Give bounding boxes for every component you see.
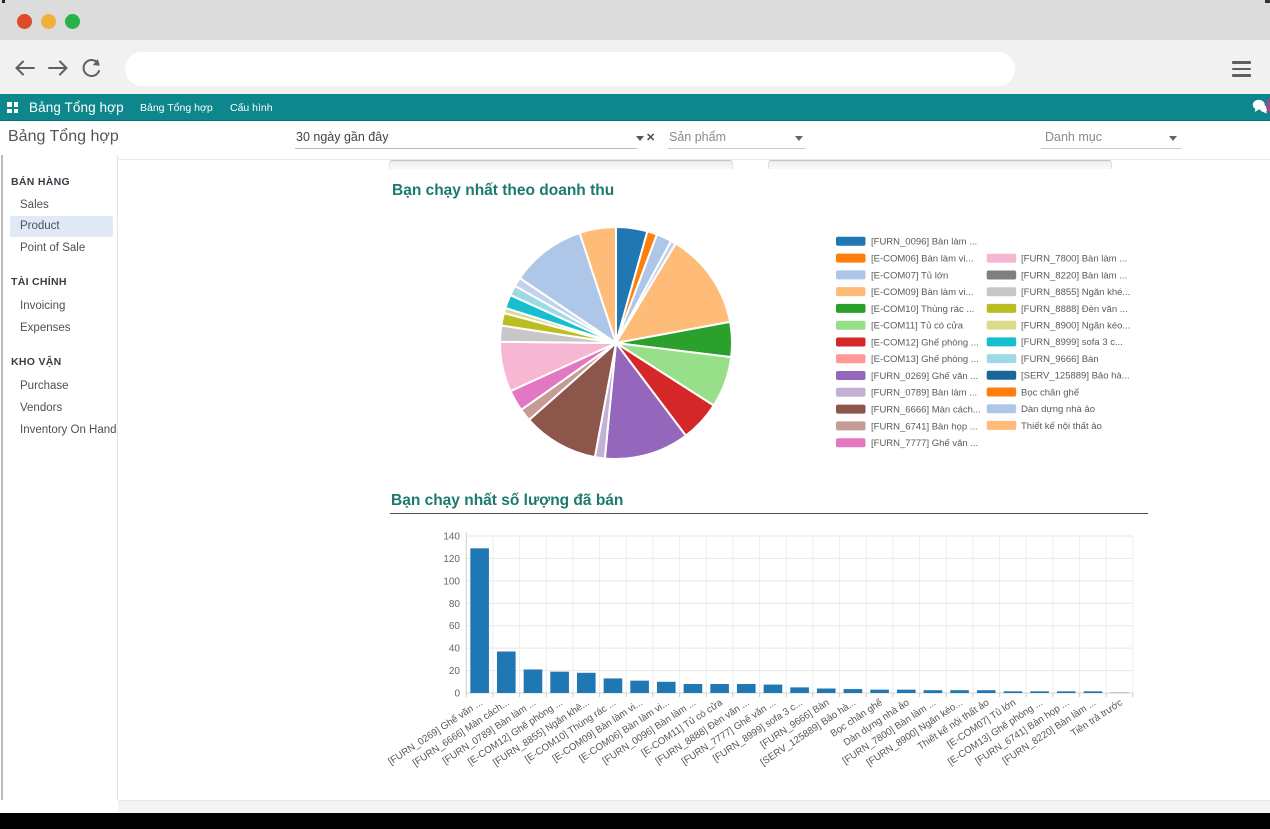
svg-text:[FURN_8900] Ngăn kéo...: [FURN_8900] Ngăn kéo... bbox=[1021, 321, 1130, 332]
svg-text:[SERV_125889] Bảo hà...: [SERV_125889] Bảo hà... bbox=[1021, 371, 1130, 382]
svg-text:[FURN_8855] Ngăn khé...: [FURN_8855] Ngăn khé... bbox=[1021, 287, 1130, 298]
svg-text:[FURN_0269] Ghế văn ...: [FURN_0269] Ghế văn ... bbox=[871, 371, 978, 382]
svg-text:40: 40 bbox=[449, 644, 461, 655]
svg-text:20: 20 bbox=[449, 666, 461, 677]
svg-text:[E-COM10] Thùng rác ...: [E-COM10] Thùng rác ... bbox=[871, 304, 974, 315]
svg-text:140: 140 bbox=[443, 532, 460, 543]
svg-text:0: 0 bbox=[454, 689, 460, 700]
svg-text:[FURN_6741] Bàn họp ...: [FURN_6741] Bàn họp ... bbox=[871, 421, 978, 432]
svg-text:Bọc chân ghế: Bọc chân ghế bbox=[1021, 387, 1080, 398]
svg-text:[FURN_9666] Bàn: [FURN_9666] Bàn bbox=[1021, 354, 1099, 365]
svg-text:120: 120 bbox=[443, 554, 460, 565]
svg-text:[FURN_0096] Bàn làm ...: [FURN_0096] Bàn làm ... bbox=[871, 237, 977, 248]
svg-text:Thiết kế nội thất ảo: Thiết kế nội thất ảo bbox=[1021, 421, 1102, 432]
svg-text:[E-COM09] Bàn làm vi...: [E-COM09] Bàn làm vi... bbox=[871, 287, 973, 298]
svg-text:Dàn dựng nhà ảo: Dàn dựng nhà ảo bbox=[1021, 404, 1095, 415]
svg-text:[E-COM13] Ghế phòng ...: [E-COM13] Ghế phòng ... bbox=[871, 354, 979, 365]
svg-text:[FURN_8999] sofa 3 c...: [FURN_8999] sofa 3 c... bbox=[1021, 337, 1123, 348]
svg-text:80: 80 bbox=[449, 599, 461, 610]
svg-text:[E-COM07] Tủ lớn: [E-COM07] Tủ lớn bbox=[871, 270, 948, 281]
svg-text:[FURN_8888] Đèn văn ...: [FURN_8888] Đèn văn ... bbox=[1021, 304, 1128, 315]
svg-text:[FURN_7800] Bàn làm ...: [FURN_7800] Bàn làm ... bbox=[1021, 254, 1127, 265]
svg-text:[FURN_0789] Bàn làm ...: [FURN_0789] Bàn làm ... bbox=[871, 388, 977, 399]
svg-text:[E-COM06] Bàn làm vi...: [E-COM06] Bàn làm vi... bbox=[871, 254, 973, 265]
svg-text:[E-COM11] Tủ có cửa: [E-COM11] Tủ có cửa bbox=[871, 321, 964, 332]
svg-text:[E-COM12] Ghế phòng ...: [E-COM12] Ghế phòng ... bbox=[871, 337, 979, 348]
svg-text:[FURN_7777] Ghế văn ...: [FURN_7777] Ghế văn ... bbox=[871, 438, 978, 449]
svg-text:[FURN_8220] Bàn làm ...: [FURN_8220] Bàn làm ... bbox=[1021, 270, 1127, 281]
svg-text:60: 60 bbox=[449, 621, 461, 632]
svg-text:[FURN_6666] Màn cách...: [FURN_6666] Màn cách... bbox=[871, 405, 981, 416]
svg-text:100: 100 bbox=[443, 576, 460, 587]
